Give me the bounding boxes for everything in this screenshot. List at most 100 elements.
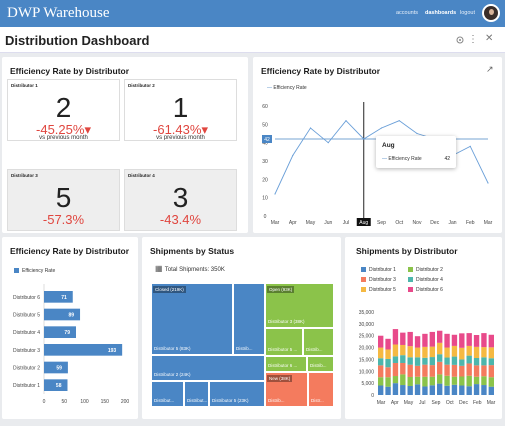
stacked-bar-segment [466, 355, 472, 364]
kpi-value: 1 [172, 92, 189, 123]
stacked-bar-segment [392, 329, 399, 345]
y-tick-label: 40 [262, 141, 268, 147]
y-tick-label: 60 [262, 104, 268, 110]
stacked-bar-segment [437, 330, 443, 343]
legend-swatch [408, 267, 413, 272]
stacked-bar-segment [385, 349, 391, 359]
avatar[interactable] [482, 4, 500, 22]
kpi-cell-distributor-4[interactable]: Distributor 4 3 -43.4% [124, 169, 237, 231]
kpi-cell-distributor-1[interactable]: Distributor 1 2 -45.25%▾ vs previous mon… [7, 79, 120, 141]
stacked-bar-segment [407, 346, 413, 358]
stacked-bar-segment [473, 365, 480, 377]
stacked-bar-segment [451, 376, 458, 385]
nav-logout[interactable]: logout [460, 10, 475, 16]
x-tick-label: Dec [430, 220, 439, 226]
kpi-cell-distributor-2[interactable]: Distributor 2 1 -61.43%▾ vs previous mon… [124, 79, 237, 141]
x-tick-label: Sep [377, 220, 386, 226]
kpi-label: Distributor 1 [11, 83, 38, 88]
treemap-tile[interactable]: Distrib... [265, 372, 308, 407]
y-tick-label: Distributor 5 [13, 313, 40, 319]
expand-icon[interactable]: ↗ [486, 64, 494, 74]
bar-value-label: 79 [64, 330, 70, 336]
treemap-tile[interactable]: Distributor 5 (83K) [151, 283, 233, 355]
kpi-value: 2 [55, 92, 72, 123]
treemap-tile[interactable]: Distributor 5 ... [265, 328, 303, 356]
x-tick-label: 150 [101, 399, 110, 405]
app-brand[interactable]: DWP Warehouse [7, 5, 110, 21]
stacked-bar-segment [400, 355, 406, 363]
treemap-tile[interactable]: Distrib... [233, 283, 265, 355]
treemap-tile-label: Distribut... [154, 398, 175, 403]
stacked-bar-segment [422, 386, 428, 395]
stacked-bar-segment [459, 347, 465, 360]
stacked-bar-segment [488, 347, 494, 359]
treemap-tile[interactable]: Distribut... [184, 381, 209, 407]
legend-item[interactable]: Distributor 1 [361, 267, 396, 273]
kpi-note: vs previous month [39, 135, 88, 141]
more-options-icon[interactable]: ⋮ [468, 34, 478, 45]
treemap-group-label: Closed (219K) [153, 286, 186, 293]
stacked-bar-segment [400, 332, 406, 345]
y-tick-label: 25,000 [359, 334, 375, 340]
legend-item[interactable]: Distributor 4 [408, 277, 443, 283]
page-title: Distribution Dashboard [5, 33, 150, 48]
data-point [345, 120, 347, 122]
legend-item[interactable]: Distributor 3 [361, 277, 396, 283]
bar-value-label: 193 [108, 348, 117, 354]
nav-dashboards[interactable]: dashboards [425, 10, 457, 16]
stacked-bar-chart[interactable]: 0 5,000 10,000 15,000 20,000 25,000 30,000 35,0… [345, 237, 502, 419]
nav-accounts[interactable]: accounts [396, 10, 419, 16]
stacked-bar-segment [437, 374, 443, 384]
y-tick-label: 0 [264, 214, 267, 220]
legend-item[interactable]: Distributor 5 [361, 287, 396, 293]
x-tick-label: May [404, 400, 414, 406]
treemap-tile[interactable]: Distribut... [151, 381, 184, 407]
stacked-bar-segment [466, 363, 472, 376]
kpi-change: -43.4% [159, 212, 202, 227]
line-chart-legend: — Efficiency Rate [267, 85, 307, 91]
stacked-bar-segment [444, 385, 450, 395]
y-tick-label: Distributor 1 [13, 383, 40, 389]
treemap-tile[interactable]: Distributor 6 ... [265, 356, 307, 372]
stacked-bar-segment [407, 331, 413, 347]
legend-item[interactable]: Distributor 6 [408, 287, 443, 293]
stacked-bar-segment [444, 364, 450, 376]
close-icon[interactable]: ✕ [485, 33, 494, 44]
stacked-bar-segment [392, 356, 399, 363]
data-point [469, 145, 471, 147]
treemap-tile[interactable]: Distr... [308, 372, 334, 407]
x-tick-label: Apr [289, 220, 297, 226]
legend-item[interactable]: Distributor 2 [408, 267, 443, 273]
kpi-change: -61.43%▾ [153, 122, 208, 137]
kpi-cell-distributor-3[interactable]: Distributor 3 5 -57.3% [7, 169, 120, 231]
treemap-card: Shipments by Status ▦ Total Shipments: 3… [142, 237, 341, 419]
treemap-tile[interactable]: Distributor 3 (38K) [265, 283, 334, 328]
y-tick-label: 5,000 [361, 381, 374, 387]
legend-label: Distributor 2 [416, 267, 443, 273]
data-point [398, 120, 400, 122]
stacked-bar-segment [392, 383, 399, 395]
data-point [292, 154, 294, 157]
settings-icon[interactable] [455, 35, 465, 45]
page-header: Distribution Dashboard ⋮ ✕ [0, 27, 505, 53]
bar-value-label: 59 [56, 366, 62, 372]
stacked-bar-segment [459, 385, 465, 395]
treemap-tile[interactable]: Distrib... [303, 328, 334, 356]
stacked-bar-segment [378, 377, 384, 386]
treemap-tile[interactable]: Distributor 5 (23K) [209, 381, 265, 407]
x-tick-label: Sep [432, 400, 441, 406]
treemap[interactable]: Distributor 5 (83K) Distrib... Distributor… [151, 283, 334, 407]
bar-chart[interactable]: Distributor 6 71 Distributor 5 89 Distributo… [2, 237, 138, 419]
bar-value-label: 71 [61, 295, 67, 301]
stacked-bar-segment [422, 364, 428, 377]
treemap-group-label: Open (93K) [267, 286, 295, 293]
x-tick-label: Dec [459, 400, 468, 406]
stacked-bar-segment [407, 385, 413, 395]
stacked-bar-segment [488, 377, 494, 387]
stacked-bar-segment [444, 347, 450, 358]
bar [44, 344, 123, 356]
y-tick-label: 15,000 [359, 357, 375, 363]
treemap-tile[interactable]: Distributor 2 (24K) [151, 355, 265, 381]
treemap-tile[interactable]: Distrib... [307, 356, 334, 372]
stacked-bar-segment [481, 365, 487, 377]
